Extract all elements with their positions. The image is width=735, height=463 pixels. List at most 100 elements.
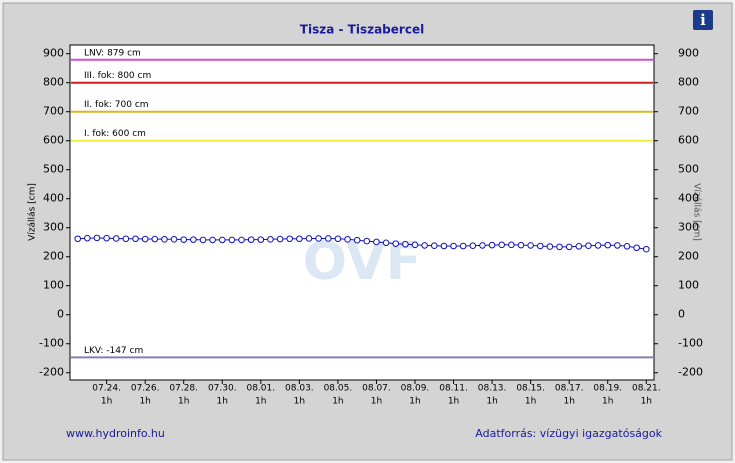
info-icon[interactable]: i bbox=[700, 11, 706, 29]
y2-tick-label: 0 bbox=[678, 308, 685, 321]
info-box[interactable] bbox=[693, 10, 713, 30]
data-point bbox=[575, 242, 583, 250]
x-tick-label: 08.13. bbox=[478, 384, 507, 394]
x-tick-sublabel: 1h bbox=[101, 397, 112, 407]
y-tick-label: -100 bbox=[39, 337, 64, 350]
x-tick-label: 07.28. bbox=[169, 384, 198, 394]
x-tick-label: 08.17. bbox=[555, 384, 584, 394]
data-point bbox=[556, 243, 563, 251]
x-tick-sublabel: 1h bbox=[371, 397, 382, 407]
y2-tick-label: 500 bbox=[678, 163, 699, 176]
data-point bbox=[479, 242, 486, 249]
y2-tick-label: 300 bbox=[678, 221, 699, 234]
data-point bbox=[151, 235, 159, 243]
y2-tick-label: 100 bbox=[678, 279, 699, 292]
data-point bbox=[112, 235, 120, 242]
threshold-label: III. fok: 800 cm bbox=[84, 71, 151, 81]
x-tick-sublabel: 1h bbox=[294, 397, 305, 407]
data-point bbox=[74, 235, 82, 243]
chart-title: Tisza - Tiszabercel bbox=[300, 23, 424, 37]
y-tick-label: 400 bbox=[43, 192, 64, 205]
data-point bbox=[498, 241, 506, 249]
x-tick-label: 08.05. bbox=[324, 384, 353, 394]
y2-tick-label: 400 bbox=[678, 192, 699, 205]
y2-tick-label: -100 bbox=[678, 337, 703, 350]
data-point bbox=[536, 242, 544, 250]
x-tick-sublabel: 1h bbox=[602, 397, 613, 407]
data-point bbox=[315, 235, 322, 242]
data-point bbox=[103, 234, 110, 242]
data-point bbox=[286, 235, 294, 243]
y-tick-label: 300 bbox=[43, 221, 64, 234]
x-tick-sublabel: 1h bbox=[525, 397, 536, 407]
data-point bbox=[527, 242, 534, 249]
data-point bbox=[353, 236, 361, 244]
data-point bbox=[623, 242, 631, 250]
x-tick-sublabel: 1h bbox=[641, 397, 652, 407]
y-tick-label: 600 bbox=[43, 134, 64, 147]
data-point bbox=[247, 236, 255, 243]
x-tick-label: 08.07. bbox=[362, 384, 391, 394]
y2-tick-label: 900 bbox=[678, 47, 699, 60]
data-point bbox=[440, 242, 448, 250]
x-tick-label: 07.26. bbox=[131, 384, 160, 394]
data-point bbox=[238, 236, 245, 244]
x-tick-sublabel: 1h bbox=[563, 397, 574, 407]
threshold-label: LKV: -147 cm bbox=[84, 346, 143, 356]
data-point bbox=[267, 236, 274, 243]
data-point bbox=[402, 240, 409, 248]
data-point bbox=[141, 235, 149, 243]
data-point bbox=[565, 243, 573, 251]
data-point bbox=[450, 242, 457, 250]
y-tick-label: 500 bbox=[43, 163, 64, 176]
x-tick-label: 07.30. bbox=[208, 384, 237, 394]
x-tick-label: 08.11. bbox=[439, 384, 468, 394]
data-point bbox=[508, 241, 515, 249]
y2-tick-label: 600 bbox=[678, 134, 699, 147]
data-point bbox=[459, 242, 467, 250]
info-button[interactable]: i bbox=[693, 10, 713, 30]
data-point bbox=[488, 241, 496, 249]
x-tick-label: 08.15. bbox=[516, 384, 545, 394]
data-point bbox=[84, 234, 91, 242]
y-tick-label: 200 bbox=[43, 250, 64, 263]
y-tick-label: 0 bbox=[57, 308, 64, 321]
y-tick-label: -200 bbox=[39, 366, 64, 379]
x-tick-label: 08.03. bbox=[285, 384, 314, 394]
x-tick-sublabel: 1h bbox=[486, 397, 497, 407]
data-point bbox=[122, 235, 130, 243]
data-point bbox=[296, 235, 303, 243]
data-point bbox=[546, 243, 554, 250]
data-point bbox=[614, 242, 621, 249]
footer-link[interactable]: www.hydroinfo.hu bbox=[66, 427, 165, 440]
y-tick-label: 700 bbox=[43, 105, 64, 118]
y-tick-label: 800 bbox=[43, 76, 64, 89]
data-point bbox=[276, 235, 284, 243]
data-point bbox=[170, 236, 178, 243]
data-point bbox=[199, 236, 207, 244]
x-tick-label: 08.19. bbox=[593, 384, 622, 394]
data-point bbox=[161, 236, 168, 243]
data-point bbox=[517, 241, 525, 249]
threshold-label: I. fok: 600 cm bbox=[84, 129, 146, 139]
x-tick-sublabel: 1h bbox=[178, 397, 189, 407]
y2-tick-label: -200 bbox=[678, 366, 703, 379]
x-tick-sublabel: 1h bbox=[332, 397, 343, 407]
data-point bbox=[594, 242, 602, 249]
x-tick-sublabel: 1h bbox=[448, 397, 459, 407]
data-point bbox=[373, 238, 380, 246]
data-point bbox=[305, 235, 313, 242]
x-tick-label: 08.01. bbox=[246, 384, 275, 394]
data-point bbox=[633, 244, 640, 252]
y2-tick-label: 700 bbox=[678, 105, 699, 118]
data-point bbox=[421, 242, 428, 249]
x-tick-label: 07.24. bbox=[92, 384, 121, 394]
x-tick-label: 08.21. bbox=[632, 384, 661, 394]
data-point bbox=[585, 242, 592, 250]
data-point bbox=[604, 241, 612, 249]
data-point bbox=[132, 235, 139, 243]
data-point bbox=[334, 235, 342, 243]
data-point bbox=[228, 236, 236, 244]
y-axis-label: Vízállás [cm] bbox=[28, 183, 38, 241]
